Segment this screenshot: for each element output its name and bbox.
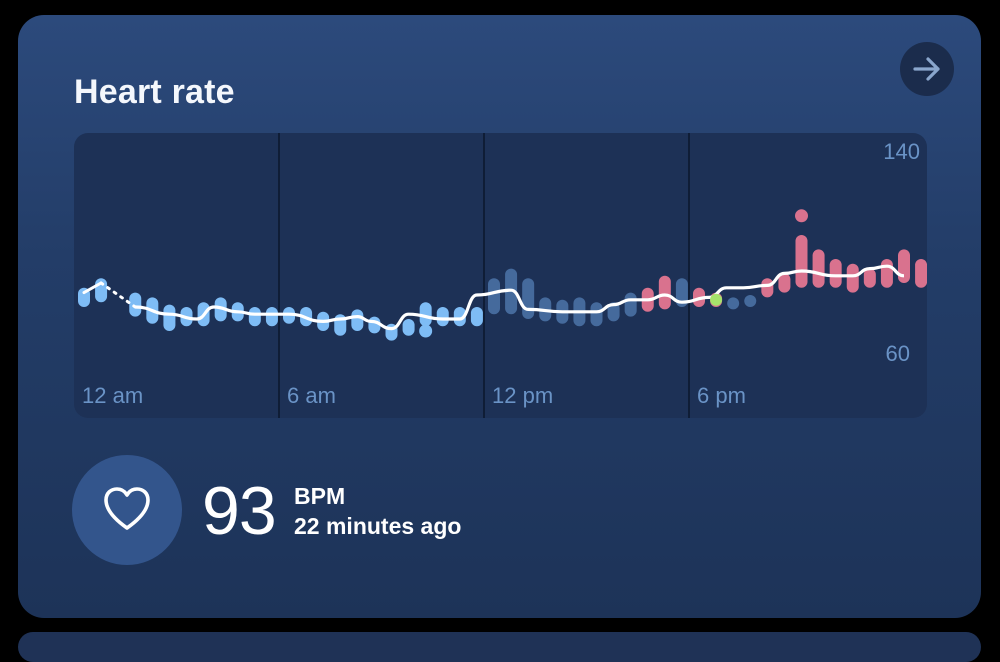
x-tick-label: 6 pm: [697, 383, 746, 408]
x-tick-label: 6 am: [287, 383, 336, 408]
card-title: Heart rate: [74, 73, 235, 111]
current-reading-dot: [710, 293, 723, 306]
range-bar: [812, 249, 825, 288]
range-bar: [846, 263, 859, 293]
range-bar: [351, 309, 364, 331]
range-bar: [590, 302, 603, 327]
trend-line: [135, 264, 905, 331]
range-bar: [402, 319, 415, 336]
outlier-point: [419, 324, 433, 338]
range-bar: [863, 268, 876, 288]
range-bar: [453, 307, 466, 327]
range-bar: [761, 278, 774, 298]
range-bar: [265, 307, 278, 327]
range-bar: [795, 235, 808, 288]
heart-badge: [72, 455, 182, 565]
heart-rate-unit: BPM: [294, 483, 346, 509]
range-bar: [129, 292, 142, 317]
trend-line-gap: [99, 281, 137, 309]
range-bar: [419, 302, 432, 327]
range-bar: [436, 307, 449, 327]
range-bar: [658, 275, 671, 310]
range-bar: [778, 273, 791, 293]
range-bar: [488, 278, 500, 315]
x-tick-label: 12 pm: [492, 383, 553, 408]
range-bar: [607, 302, 620, 322]
range-bar: [470, 307, 483, 327]
range-bar: [163, 304, 176, 331]
heart-rate-chart: 12 am 6 am 12 pm 6 pm 140 60: [74, 133, 927, 418]
open-details-button[interactable]: [900, 42, 954, 96]
heart-rate-card[interactable]: Heart rate 12 am 6 am 12 pm 6 pm 140 60 93 BP…: [18, 15, 981, 618]
range-bar: [624, 292, 637, 317]
range-bar: [744, 295, 757, 307]
heart-rate-value: 93: [202, 473, 277, 549]
range-bar: [522, 278, 535, 319]
heart-outline-icon: [104, 487, 150, 530]
y-tick-label: 60: [886, 341, 910, 366]
range-bar: [880, 259, 893, 288]
x-tick-label: 12 am: [82, 383, 143, 408]
chart-canvas: 12 am 6 am 12 pm 6 pm 140 60: [78, 133, 927, 418]
range-bar: [727, 297, 740, 310]
next-card-peek: [18, 632, 981, 662]
y-tick-label: 140: [883, 139, 920, 164]
range-bar: [898, 249, 910, 283]
trend-line-start: [82, 281, 103, 295]
range-bar: [248, 307, 261, 327]
range-bar: [829, 259, 842, 288]
last-reading-time: 22 minutes ago: [294, 513, 462, 539]
outlier-point: [795, 209, 808, 223]
range-bar: [915, 259, 927, 288]
arrow-right-icon: [913, 57, 940, 81]
range-bar: [675, 278, 688, 307]
